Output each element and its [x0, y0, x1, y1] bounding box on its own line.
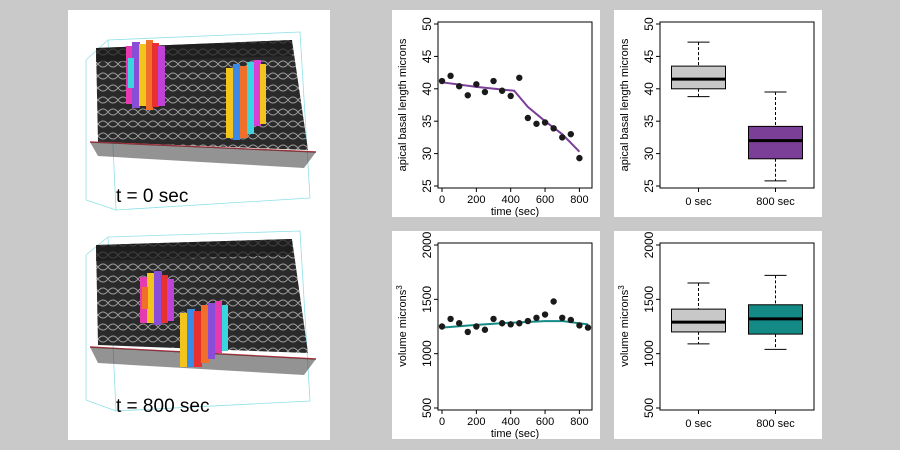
- data-point: [533, 120, 540, 127]
- data-point: [584, 324, 592, 331]
- y-axis-label: apical basal length microns: [397, 38, 409, 171]
- chart-panel-length-box: 25 30 35 40 45 50 apical basal length microns 0…: [614, 10, 822, 217]
- chart-panel-volume-time: 500 1000 1500 2000 volume microns3 0 200 400 600…: [392, 231, 600, 439]
- x-tick-label: 600: [536, 194, 554, 206]
- x-tick-label: 600: [536, 416, 554, 428]
- data-point: [559, 134, 566, 141]
- data-point: [541, 311, 549, 318]
- data-point: [498, 320, 506, 327]
- y-tick-label: 30: [642, 147, 656, 161]
- x-tick-label: 200: [467, 194, 485, 206]
- cell-volume-render-bottom: [85, 230, 317, 412]
- x-axis-label: time (sec): [491, 206, 539, 217]
- y-tick-label: 2000: [420, 231, 434, 258]
- y-axis-label: volume microns3: [617, 285, 632, 367]
- category-label: 800 sec: [756, 196, 795, 208]
- volume-boxplot-chart: 500 1000 1500 2000 volume microns3 0 sec 800 s…: [617, 231, 815, 430]
- data-point: [481, 326, 489, 333]
- category-label: 800 sec: [756, 418, 795, 430]
- data-point: [455, 320, 463, 327]
- data-point: [516, 74, 523, 81]
- time-label-bottom: t = 800 sec: [116, 396, 210, 417]
- box-iqr: [748, 125, 803, 160]
- y-tick-label: 35: [642, 114, 656, 128]
- x-tick-label: 400: [502, 416, 520, 428]
- microscopy-panel: t = 0 sec t = 800 sec: [68, 10, 330, 440]
- data-point: [524, 317, 532, 325]
- data-point: [550, 298, 557, 305]
- category-label: 0 sec: [685, 418, 712, 430]
- box-iqr: [671, 65, 726, 90]
- plot-frame: [437, 21, 593, 189]
- y-tick-label: 1000: [420, 340, 434, 367]
- data-point: [567, 316, 575, 324]
- data-point: [541, 119, 549, 126]
- data-point: [455, 83, 463, 90]
- category-label: 0 sec: [685, 196, 712, 208]
- data-point: [464, 92, 471, 99]
- x-tick-label: 0: [439, 194, 445, 206]
- data-point: [507, 321, 514, 328]
- y-axis-label-superscript: 3: [617, 285, 626, 290]
- y-tick-label: 1500: [642, 286, 656, 313]
- x-axis-label: time (sec): [491, 428, 539, 439]
- data-point: [524, 114, 532, 122]
- data-point: [507, 92, 514, 100]
- y-tick-label: 30: [420, 147, 434, 161]
- y-axis-label: volume microns3: [395, 285, 410, 367]
- data-point: [550, 125, 557, 132]
- y-tick-label: 50: [420, 17, 434, 31]
- plot-frame: [659, 21, 815, 189]
- cell-volume-render-top: [85, 31, 317, 211]
- y-tick-label: 500: [420, 398, 434, 418]
- fit-line: [441, 81, 581, 153]
- data-point: [498, 87, 506, 94]
- data-point: [559, 314, 566, 322]
- data-point: [576, 154, 583, 162]
- time-label-top: t = 0 sec: [116, 186, 189, 207]
- data-point: [567, 130, 575, 138]
- x-tick-label: 200: [467, 416, 485, 428]
- length-vs-time-chart: 25 30 35 40 45 50 apical basal length microns 0…: [397, 17, 593, 217]
- y-tick-label: 1500: [420, 286, 434, 313]
- x-tick-label: 800: [570, 416, 588, 428]
- data-point: [576, 322, 583, 329]
- data-point: [447, 72, 454, 80]
- data-point: [490, 315, 497, 323]
- y-tick-label: 45: [642, 49, 656, 63]
- y-tick-label: 45: [420, 49, 434, 63]
- chart-panel-volume-box: 500 1000 1500 2000 volume microns3 0 sec 800 s…: [614, 231, 822, 439]
- data-point: [473, 81, 480, 88]
- y-axis-label-superscript: 3: [395, 285, 404, 290]
- y-tick-label: 25: [420, 179, 434, 193]
- y-tick-label: 500: [642, 398, 656, 418]
- data-point: [490, 77, 497, 85]
- y-tick-label: 2000: [642, 231, 656, 258]
- x-tick-label: 0: [439, 416, 445, 428]
- data-point: [516, 320, 523, 327]
- data-point: [447, 315, 454, 323]
- data-point: [438, 323, 446, 330]
- y-tick-label: 35: [420, 114, 434, 128]
- data-point: [438, 77, 446, 85]
- x-tick-label: 400: [502, 194, 520, 206]
- volume-vs-time-chart: 500 1000 1500 2000 volume microns3 0 200 400 600…: [395, 231, 593, 439]
- length-boxplot-chart: 25 30 35 40 45 50 apical basal length microns 0…: [619, 17, 815, 208]
- data-point: [464, 328, 471, 336]
- box-iqr: [671, 308, 726, 333]
- data-point: [481, 88, 489, 96]
- chart-panel-length-time: 25 30 35 40 45 50 apical basal length microns 0…: [392, 10, 600, 217]
- fit-line: [441, 320, 589, 329]
- y-tick-label: 25: [642, 179, 656, 193]
- y-tick-label: 40: [420, 82, 434, 96]
- y-tick-label: 40: [642, 82, 656, 96]
- y-tick-label: 1000: [642, 340, 656, 367]
- y-axis-label: apical basal length microns: [619, 38, 631, 171]
- data-point: [473, 323, 480, 330]
- x-tick-label: 800: [570, 194, 588, 206]
- data-point: [533, 314, 540, 322]
- y-tick-label: 50: [642, 17, 656, 31]
